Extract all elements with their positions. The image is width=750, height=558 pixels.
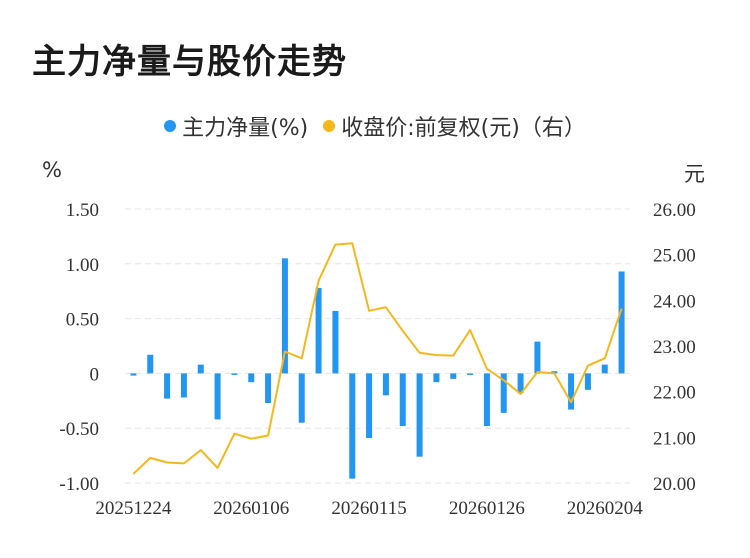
x-tick-label: 20251224 <box>95 498 172 519</box>
net-flow-bar <box>433 373 440 383</box>
right-tick-label: 20.00 <box>653 474 696 495</box>
net-flow-bar <box>298 373 305 423</box>
net-flow-bar <box>248 373 255 383</box>
legend: 主力净量(%) 收盘价:前复权(元)（右） <box>0 110 750 142</box>
legend-item-close-price[interactable]: 收盘价:前复权(元)（右） <box>323 110 586 142</box>
net-flow-bar <box>281 258 288 374</box>
net-flow-bar <box>130 373 137 376</box>
net-flow-bar <box>584 373 591 390</box>
net-flow-bar <box>618 271 625 374</box>
left-tick-label: 0 <box>90 364 100 385</box>
net-flow-bar <box>214 373 221 420</box>
legend-label-close-price: 收盘价:前复权(元)（右） <box>341 116 586 141</box>
x-tick-label: 20260204 <box>567 498 644 519</box>
net-flow-bar <box>164 373 171 399</box>
x-tick-label: 20260126 <box>449 498 525 519</box>
net-flow-bar <box>366 373 373 439</box>
left-tick-label: 1.00 <box>66 255 99 276</box>
net-flow-bar <box>399 373 406 427</box>
net-flow-bar <box>534 341 541 374</box>
left-tick-label: -0.50 <box>59 419 99 440</box>
net-flow-bar <box>483 373 490 427</box>
x-tick-label: 20260106 <box>213 498 289 519</box>
right-tick-label: 26.00 <box>653 200 696 221</box>
net-flow-bar <box>349 373 356 479</box>
net-flow-bar <box>416 373 423 457</box>
chart-title: 主力净量与股价走势 <box>32 42 347 82</box>
net-flow-bar <box>315 287 322 374</box>
x-tick-label: 20260115 <box>331 498 406 519</box>
legend-item-net-flow[interactable]: 主力净量(%) <box>164 110 308 142</box>
legend-dot-net-flow <box>164 120 177 132</box>
left-tick-label: 1.50 <box>66 200 99 221</box>
right-tick-label: 25.00 <box>653 246 696 267</box>
right-tick-label: 23.00 <box>653 337 696 358</box>
legend-label-net-flow: 主力净量(%) <box>182 116 309 141</box>
net-flow-bar <box>551 371 558 374</box>
left-tick-label: 0.50 <box>66 310 99 331</box>
right-tick-label: 24.00 <box>653 291 696 312</box>
close-price-line <box>132 242 623 475</box>
net-flow-bar <box>568 373 575 410</box>
net-flow-bar <box>197 364 204 374</box>
left-tick-label: -1.00 <box>59 474 99 495</box>
net-flow-bar <box>332 310 339 374</box>
net-flow-bar <box>147 354 154 374</box>
net-flow-bar <box>601 364 608 374</box>
right-axis-unit: 元 <box>684 162 705 186</box>
net-flow-bar <box>450 373 457 379</box>
net-flow-bar <box>517 373 524 394</box>
net-flow-bar <box>265 373 272 403</box>
net-flow-bar <box>180 373 187 398</box>
left-axis-unit: % <box>42 158 62 182</box>
legend-dot-close-price <box>323 120 336 132</box>
net-flow-bar <box>231 373 238 375</box>
net-flow-bar <box>382 373 389 396</box>
net-flow-bar <box>500 373 507 413</box>
right-tick-label: 21.00 <box>653 428 696 449</box>
net-flow-bar <box>467 373 474 375</box>
right-tick-label: 22.00 <box>653 383 696 404</box>
